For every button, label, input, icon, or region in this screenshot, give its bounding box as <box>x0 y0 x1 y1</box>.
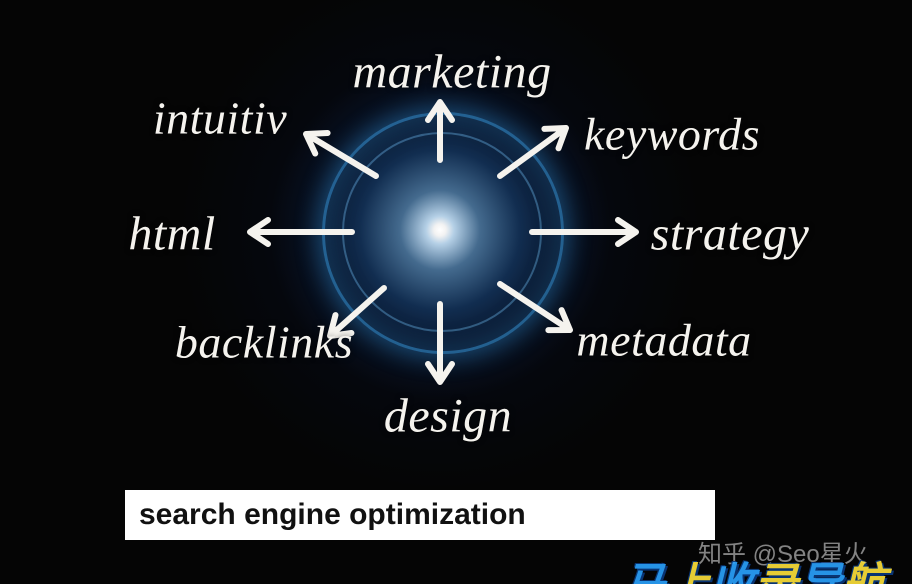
arrow-design <box>428 304 452 382</box>
caption-text: search engine optimization <box>139 498 526 532</box>
label-marketing: marketing <box>352 45 551 100</box>
diagram-stage: intuitiv marketing keywords html strategy bac… <box>0 0 912 584</box>
label-strategy: strategy <box>651 207 810 262</box>
arrow-html <box>250 220 352 244</box>
label-metadata: metadata <box>576 314 751 367</box>
center-ring-inner <box>342 132 542 332</box>
caption-box: search engine optimization <box>125 490 715 540</box>
label-intuitiv: intuitiv <box>153 92 287 145</box>
center-ring-outer <box>322 112 564 354</box>
watermark-banner-text: 马上收录导航 <box>622 560 886 584</box>
arrow-keywords <box>500 128 566 176</box>
watermark-banner: 马上收录导航 <box>622 548 886 584</box>
arrow-intuitiv <box>306 133 376 176</box>
label-keywords: keywords <box>584 108 760 161</box>
arrow-marketing <box>428 102 452 160</box>
arrow-metadata <box>500 284 570 330</box>
arrow-strategy <box>532 220 636 244</box>
label-html: html <box>128 207 215 262</box>
label-backlinks: backlinks <box>175 316 353 369</box>
label-design: design <box>384 389 512 444</box>
